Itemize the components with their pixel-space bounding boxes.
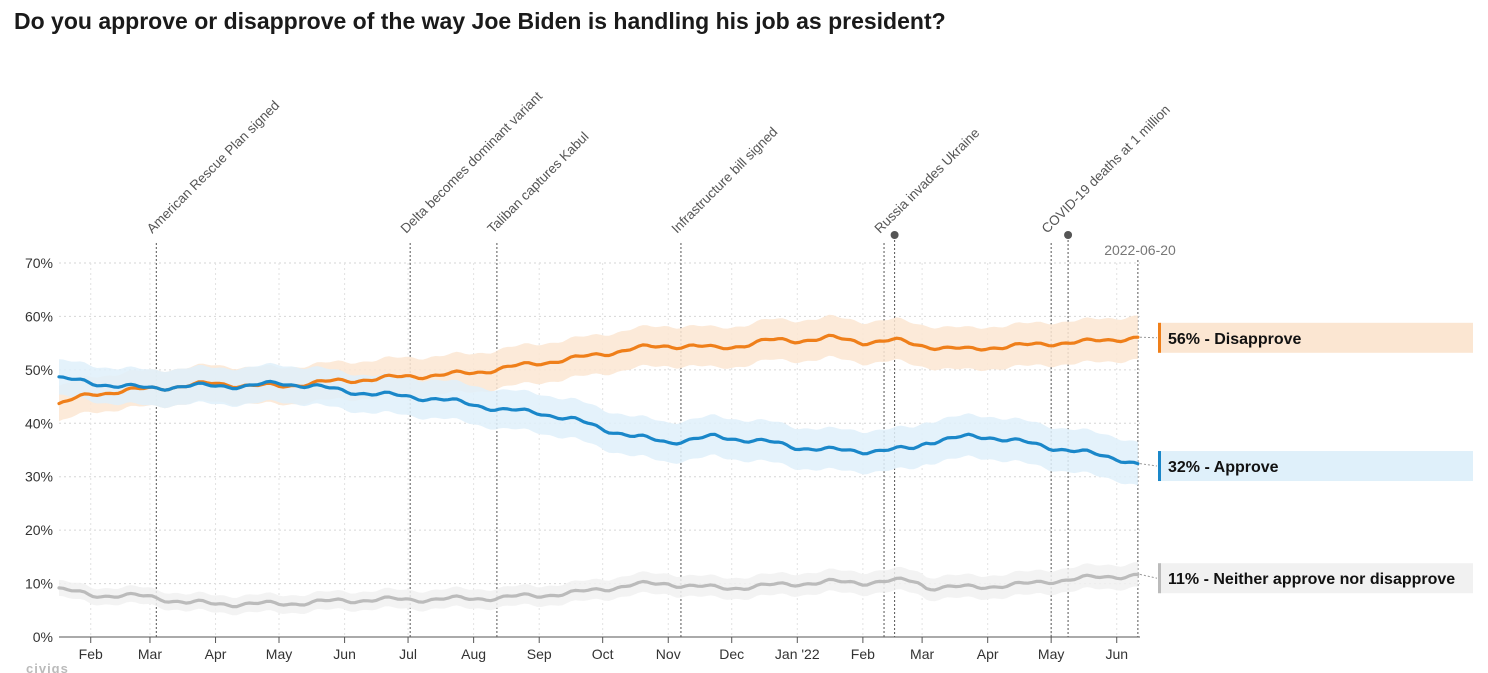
x-tick-label: Jun (1105, 646, 1128, 662)
confidence-band (59, 359, 1138, 486)
chart-title: Do you approve or disapprove of the way … (14, 8, 946, 34)
end-label-marker (1158, 563, 1161, 594)
x-tick-label: Feb (851, 646, 875, 662)
x-tick-label: May (266, 646, 292, 662)
x-tick-label: Oct (592, 646, 614, 662)
end-labels: 56% - Disapprove 32% - Approve 11% - Neith… (1139, 322, 1473, 594)
y-tick-label: 60% (25, 308, 53, 324)
y-tick-label: 50% (25, 362, 53, 378)
x-tick-label: Nov (656, 646, 681, 662)
y-tick-label: 40% (25, 415, 53, 431)
event-marker-dot (890, 231, 899, 239)
x-tick-label: Mar (138, 646, 162, 662)
x-tick-label: Aug (461, 646, 486, 662)
series-lines (57, 333, 1140, 609)
x-tick-label: Sep (527, 646, 552, 662)
x-tick-label: Feb (79, 646, 103, 662)
x-tick-label: Apr (977, 646, 999, 662)
series-line (57, 572, 1140, 609)
end-label-marker (1158, 322, 1161, 353)
end-label-marker (1158, 451, 1161, 482)
civiqs-logo: civiqs (26, 661, 69, 673)
end-label-connector (1139, 573, 1158, 579)
event-label: COVID-19 deaths at 1 million (1039, 102, 1173, 236)
y-tick-label: 10% (25, 576, 53, 592)
y-tick-label: 70% (25, 255, 53, 271)
end-label-background (1160, 451, 1473, 482)
event-label: Infrastructure bill signed (668, 124, 780, 236)
x-tick-label: Dec (719, 646, 744, 662)
end-label-connector (1139, 336, 1158, 339)
event-label: American Rescue Plan signed (144, 98, 282, 236)
confidence-bands (59, 314, 1138, 616)
end-label-connector (1139, 463, 1158, 467)
x-tick-label: Jun (333, 646, 356, 662)
y-tick-label: 20% (25, 522, 53, 538)
end-label-background (1160, 322, 1473, 353)
event-marker-dot (1064, 231, 1073, 239)
series-line (57, 375, 1140, 466)
event-label: Delta becomes dominant variant (398, 88, 546, 236)
axes: 0% 10% 20% 30% 40% 50% 60% 70% Feb Mar Apr May Jun Ju… (25, 255, 1140, 662)
end-date-label: 2022-06-20 (1104, 242, 1176, 258)
event-label: Taliban captures Kabul (484, 129, 591, 236)
end-label-background (1160, 563, 1473, 594)
x-tick-label: Mar (910, 646, 934, 662)
x-tick-label: May (1038, 646, 1064, 662)
y-tick-label: 30% (25, 469, 53, 485)
x-tick-label: Apr (205, 646, 227, 662)
end-label-text: 32% - Approve (1168, 459, 1279, 476)
y-tick-label: 0% (33, 629, 53, 645)
x-tick-label: Jan '22 (775, 646, 820, 662)
event-label: Russia invades Ukraine (872, 125, 983, 236)
x-tick-label: Jul (399, 646, 417, 662)
end-label-text: 11% - Neither approve nor disapprove (1168, 571, 1455, 588)
end-label-text: 56% - Disapprove (1168, 331, 1301, 348)
